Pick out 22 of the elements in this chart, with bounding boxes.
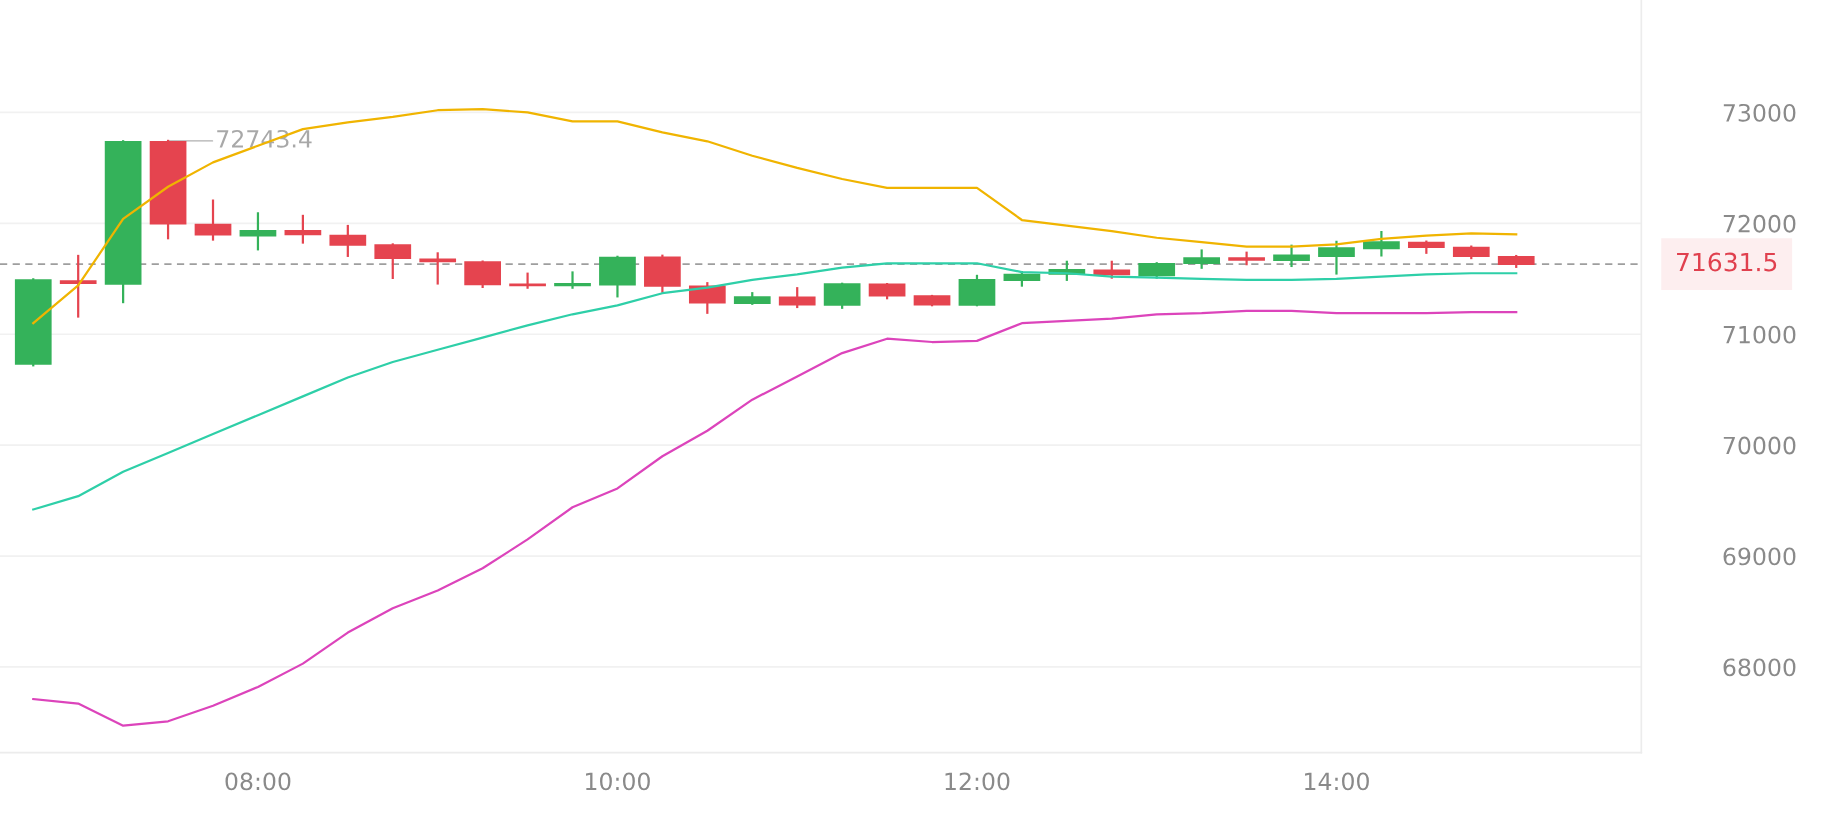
y-tick-label: 69000 [1723,547,1796,566]
x-tick-label: 14:00 [1305,772,1369,791]
candlestick [284,214,322,244]
candlestick [1363,231,1400,257]
line-series [32,108,1518,325]
y-tick-label: 72000 [1723,214,1796,233]
candlestick [59,254,97,318]
y-tick-label: 70000 [1723,436,1796,455]
x-tick-label: 08:00 [225,772,291,791]
line-series [32,309,1518,727]
ref-line-label: 71631.5 [1677,252,1777,272]
candlestick [1273,244,1310,268]
candlestick [1228,251,1265,266]
line-series [32,262,1518,511]
candlestick [329,224,367,257]
y-tick-label: 71000 [1723,325,1796,344]
y-tick-label: 73000 [1723,103,1796,122]
candlestick [554,271,591,289]
x-tick-label: 12:00 [945,772,1010,791]
x-tick-label: 10:00 [586,772,650,791]
y-tick-label: 68000 [1723,658,1796,677]
candlestick [239,212,277,251]
